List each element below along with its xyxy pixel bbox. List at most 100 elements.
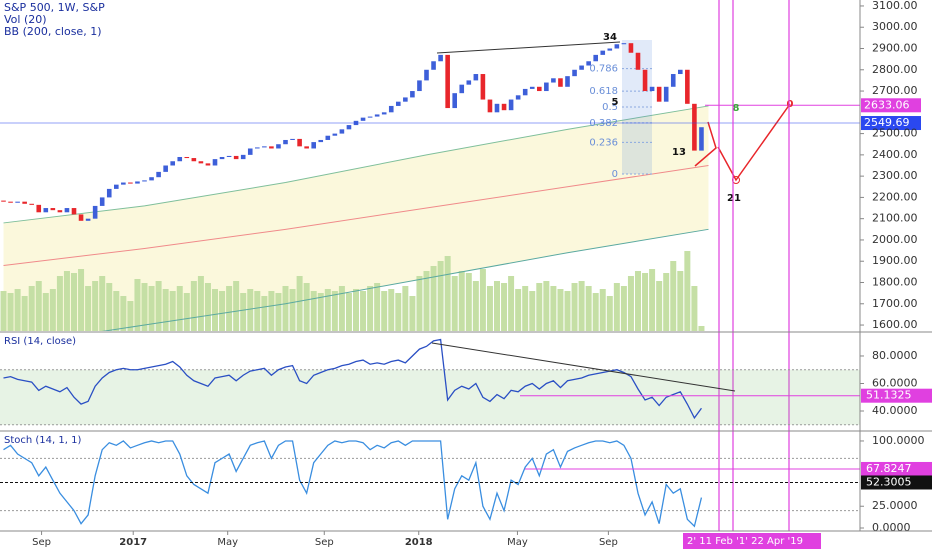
y-tick-label: 60.0000: [872, 376, 918, 389]
volume-bar: [141, 283, 148, 331]
volume-bar: [310, 291, 317, 331]
candle-body: [114, 184, 119, 189]
y-tick-label: 2200.00: [872, 190, 918, 203]
candle-body: [325, 135, 331, 140]
wave-label: 13: [672, 147, 686, 158]
candle-body: [106, 188, 112, 198]
volume-bar: [296, 276, 303, 331]
y-tick-label: 1700.00: [872, 297, 918, 310]
candle-body: [233, 155, 239, 160]
volume-bar: [176, 286, 183, 331]
candle-body: [445, 54, 450, 109]
volume-bar: [106, 283, 113, 331]
volume-bar: [113, 291, 120, 331]
fib-label: 0.236: [589, 137, 618, 148]
volume-bar: [35, 281, 42, 331]
candle-body: [424, 69, 429, 81]
candle-body: [663, 86, 669, 102]
candle-body: [8, 201, 13, 203]
y-tick-label: 2300.00: [872, 169, 918, 182]
y-tick-label: 2500.00: [872, 127, 918, 140]
candle-body: [177, 156, 183, 162]
candle-body: [508, 99, 514, 111]
volume-bar: [212, 289, 218, 331]
volume-bar: [592, 293, 599, 331]
candle-body: [649, 86, 655, 92]
candle-body: [57, 210, 63, 213]
volume-bar: [522, 286, 529, 331]
y-tick-label: 80.0000: [872, 349, 918, 362]
candle-body: [184, 156, 190, 159]
candle-body: [85, 218, 91, 221]
volume-bar: [0, 291, 7, 331]
candle-body: [1, 200, 6, 202]
candle-body: [692, 103, 697, 151]
oscillator-band: [0, 458, 860, 510]
volume-bar: [515, 289, 522, 331]
y-tick-label: 25.0000: [872, 499, 918, 512]
candle-body: [240, 154, 246, 160]
volume-bar: [127, 301, 134, 331]
candle-body: [43, 208, 49, 213]
candle-body: [628, 43, 634, 53]
candle-body: [396, 101, 401, 106]
wave-label: 8: [733, 103, 740, 114]
candle-body: [438, 54, 443, 62]
volume-bar: [317, 293, 324, 331]
volume-bar: [85, 286, 92, 331]
volume-bar: [508, 276, 515, 331]
oscillator-line: [3, 440, 703, 528]
pane-title: RSI (14, close): [4, 336, 76, 347]
volume-bar: [63, 271, 70, 331]
candle-body: [466, 80, 472, 85]
candle-body: [670, 74, 676, 87]
x-tick-label: 2018: [405, 537, 433, 548]
candle-body: [374, 114, 380, 117]
candle-body: [99, 197, 105, 206]
candle-body: [64, 208, 70, 213]
candle-body: [318, 139, 324, 143]
y-tick-label: 2800.00: [872, 63, 918, 76]
y-tick-label: 3100.00: [872, 0, 918, 12]
volume-bar: [345, 293, 352, 331]
wave-label: 0: [787, 99, 794, 110]
volume-bar: [261, 296, 268, 331]
volume-bar: [367, 286, 374, 331]
candle-body: [544, 82, 549, 92]
volume-bar: [663, 273, 670, 331]
volume-bar: [494, 281, 500, 331]
candle-body: [452, 93, 457, 109]
y-tick-label: 2100.00: [872, 212, 918, 225]
volume-bar: [670, 261, 677, 331]
volume-bar: [338, 286, 345, 331]
volume-bar: [465, 273, 472, 331]
date-range-box: [683, 533, 821, 549]
candle-body: [346, 125, 352, 130]
volume-bar: [197, 276, 204, 331]
volume-bar: [395, 293, 402, 331]
volume-bar: [388, 289, 395, 331]
volume-bar: [627, 276, 634, 331]
candle-body: [92, 205, 98, 219]
y-tick-label: 40.0000: [872, 404, 918, 417]
candle-body: [71, 208, 77, 215]
volume-bar: [698, 326, 705, 331]
candle-body: [480, 74, 486, 100]
x-tick-label: May: [507, 537, 528, 548]
volume-bar: [543, 281, 550, 331]
candle-body: [78, 214, 84, 221]
value-marker-label: 67.8247: [866, 462, 912, 475]
x-tick-label: Sep: [32, 537, 51, 548]
candle-body: [551, 78, 556, 83]
volume-bar: [28, 286, 35, 331]
y-tick-label: 2400.00: [872, 148, 918, 161]
oscillator-line: [3, 338, 702, 420]
volume-bar: [656, 281, 663, 331]
candle-body: [572, 69, 577, 77]
candle-body: [487, 99, 493, 113]
candle-body: [276, 144, 281, 149]
candle-body: [459, 84, 465, 94]
wave-label: 34: [603, 32, 617, 43]
y-tick-label: 100.0000: [872, 434, 925, 447]
